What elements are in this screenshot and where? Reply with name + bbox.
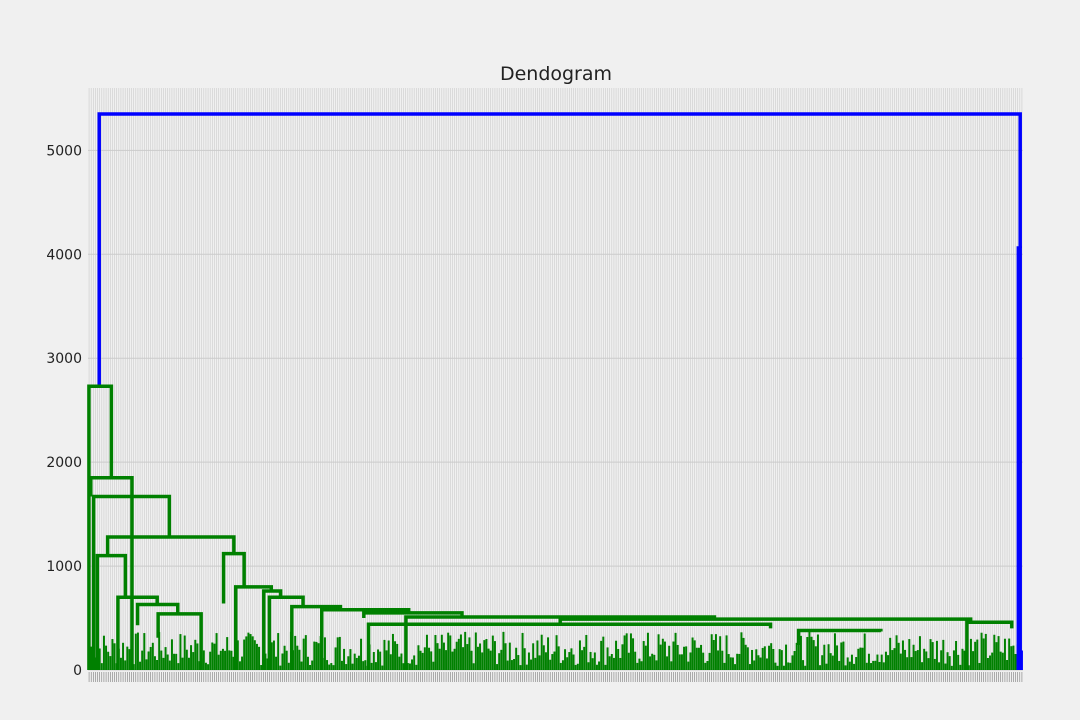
dendrogram-link — [89, 475, 134, 670]
y-tick-label: 1000 — [46, 559, 82, 575]
dendrogram-link — [262, 589, 283, 670]
dendrogram-links — [87, 112, 1022, 670]
dendrogram-link — [95, 553, 128, 670]
dendrogram-link — [91, 494, 172, 670]
x-axis — [88, 672, 1023, 682]
dendrogram-link — [267, 595, 305, 670]
dendrogram-link — [1016, 246, 1022, 670]
dendrogram-link — [87, 384, 114, 670]
dendrogram-link — [116, 595, 159, 670]
dendrogram-link — [362, 611, 464, 619]
dendrogram-link — [156, 612, 203, 670]
dendrogram-link — [796, 628, 883, 646]
y-tick-label: 5000 — [46, 143, 82, 159]
y-tick-label: 4000 — [46, 247, 82, 263]
y-tick-label: 2000 — [46, 455, 82, 471]
leaf-stems — [88, 631, 1023, 670]
dendrogram-link — [233, 585, 274, 670]
dendrogram-link — [105, 535, 236, 556]
dendrogram-link — [221, 551, 246, 604]
chart-title: Dendogram — [500, 63, 612, 85]
dendrogram-link — [97, 112, 1022, 387]
grid — [88, 88, 1023, 671]
dendrogram-link — [965, 620, 1014, 670]
dendrogram-link — [366, 622, 773, 670]
y-tick-label: 0 — [73, 663, 82, 679]
y-tick-label: 3000 — [46, 351, 82, 367]
dendrogram-link — [135, 602, 180, 626]
y-axis: 0 1000 2000 3000 4000 5000 — [46, 143, 82, 679]
plot-area — [88, 88, 1023, 670]
